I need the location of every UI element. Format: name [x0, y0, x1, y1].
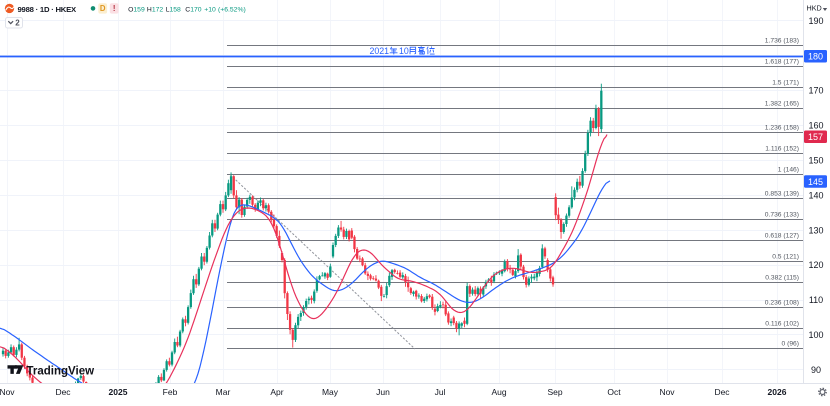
svg-text:160: 160	[808, 121, 823, 131]
svg-text:180: 180	[808, 52, 823, 62]
svg-text:0 (96): 0 (96)	[782, 341, 799, 348]
svg-text:140: 140	[808, 190, 823, 200]
svg-text:TradingView: TradingView	[27, 366, 95, 378]
svg-text:0.116 (102): 0.116 (102)	[765, 321, 799, 328]
svg-text:9988 · 1D · HKEX: 9988 · 1D · HKEX	[18, 5, 78, 14]
svg-text:!: !	[113, 4, 116, 13]
svg-text:1.5 (171): 1.5 (171)	[772, 80, 799, 87]
svg-text:1.736 (183): 1.736 (183)	[765, 38, 799, 45]
svg-text:0.382 (115): 0.382 (115)	[765, 275, 799, 282]
svg-text:190: 190	[808, 16, 823, 26]
svg-text:0.5 (121): 0.5 (121)	[772, 254, 799, 261]
svg-text:0.853 (139): 0.853 (139)	[765, 191, 799, 198]
svg-text:157: 157	[808, 132, 823, 142]
svg-text:0.236 (108): 0.236 (108)	[765, 300, 799, 307]
svg-text:H172: H172	[147, 7, 163, 14]
svg-text:May: May	[322, 387, 339, 397]
svg-text:C170: C170	[185, 7, 201, 14]
svg-text:10: 10	[399, 46, 409, 56]
svg-text:0.736 (133): 0.736 (133)	[765, 212, 799, 219]
svg-text:1.618 (177): 1.618 (177)	[765, 59, 799, 66]
svg-text:2025: 2025	[109, 387, 128, 397]
svg-text:Apr: Apr	[270, 387, 283, 397]
svg-text:2026: 2026	[768, 387, 787, 397]
svg-text:1 (146): 1 (146)	[778, 167, 799, 174]
svg-text:Jul: Jul	[435, 387, 446, 397]
svg-text:150: 150	[808, 156, 823, 166]
svg-text:1.236 (158): 1.236 (158)	[765, 125, 799, 132]
svg-text:Oct: Oct	[607, 387, 621, 397]
svg-text:Dec: Dec	[714, 387, 730, 397]
svg-text:O159: O159	[128, 7, 145, 14]
svg-text:1.116 (152): 1.116 (152)	[765, 146, 799, 153]
svg-text:Aug: Aug	[491, 387, 506, 397]
svg-text:170: 170	[808, 86, 823, 96]
svg-text:+10: +10	[204, 7, 216, 14]
svg-text:145: 145	[808, 177, 823, 187]
svg-text:90: 90	[811, 365, 821, 375]
svg-text:HKD: HKD	[807, 4, 822, 13]
svg-text:1.382 (165): 1.382 (165)	[765, 101, 799, 108]
svg-text:Mar: Mar	[216, 387, 231, 397]
svg-text:110: 110	[809, 295, 823, 305]
svg-text:Nov: Nov	[0, 387, 15, 397]
svg-text:D: D	[100, 4, 106, 13]
svg-text:2: 2	[15, 19, 20, 28]
svg-text:Feb: Feb	[163, 387, 178, 397]
svg-text:130: 130	[808, 225, 823, 235]
svg-text:0.618 (127): 0.618 (127)	[765, 233, 799, 240]
svg-text:L158: L158	[166, 7, 181, 14]
svg-text:Nov: Nov	[659, 387, 675, 397]
svg-text:100: 100	[808, 330, 823, 340]
svg-text:2021: 2021	[370, 46, 390, 56]
svg-text:(+6.52%): (+6.52%)	[218, 7, 246, 14]
svg-text:120: 120	[808, 260, 823, 270]
svg-text:Dec: Dec	[55, 387, 71, 397]
svg-text:Jun: Jun	[376, 387, 390, 397]
svg-text:Sep: Sep	[547, 387, 562, 397]
